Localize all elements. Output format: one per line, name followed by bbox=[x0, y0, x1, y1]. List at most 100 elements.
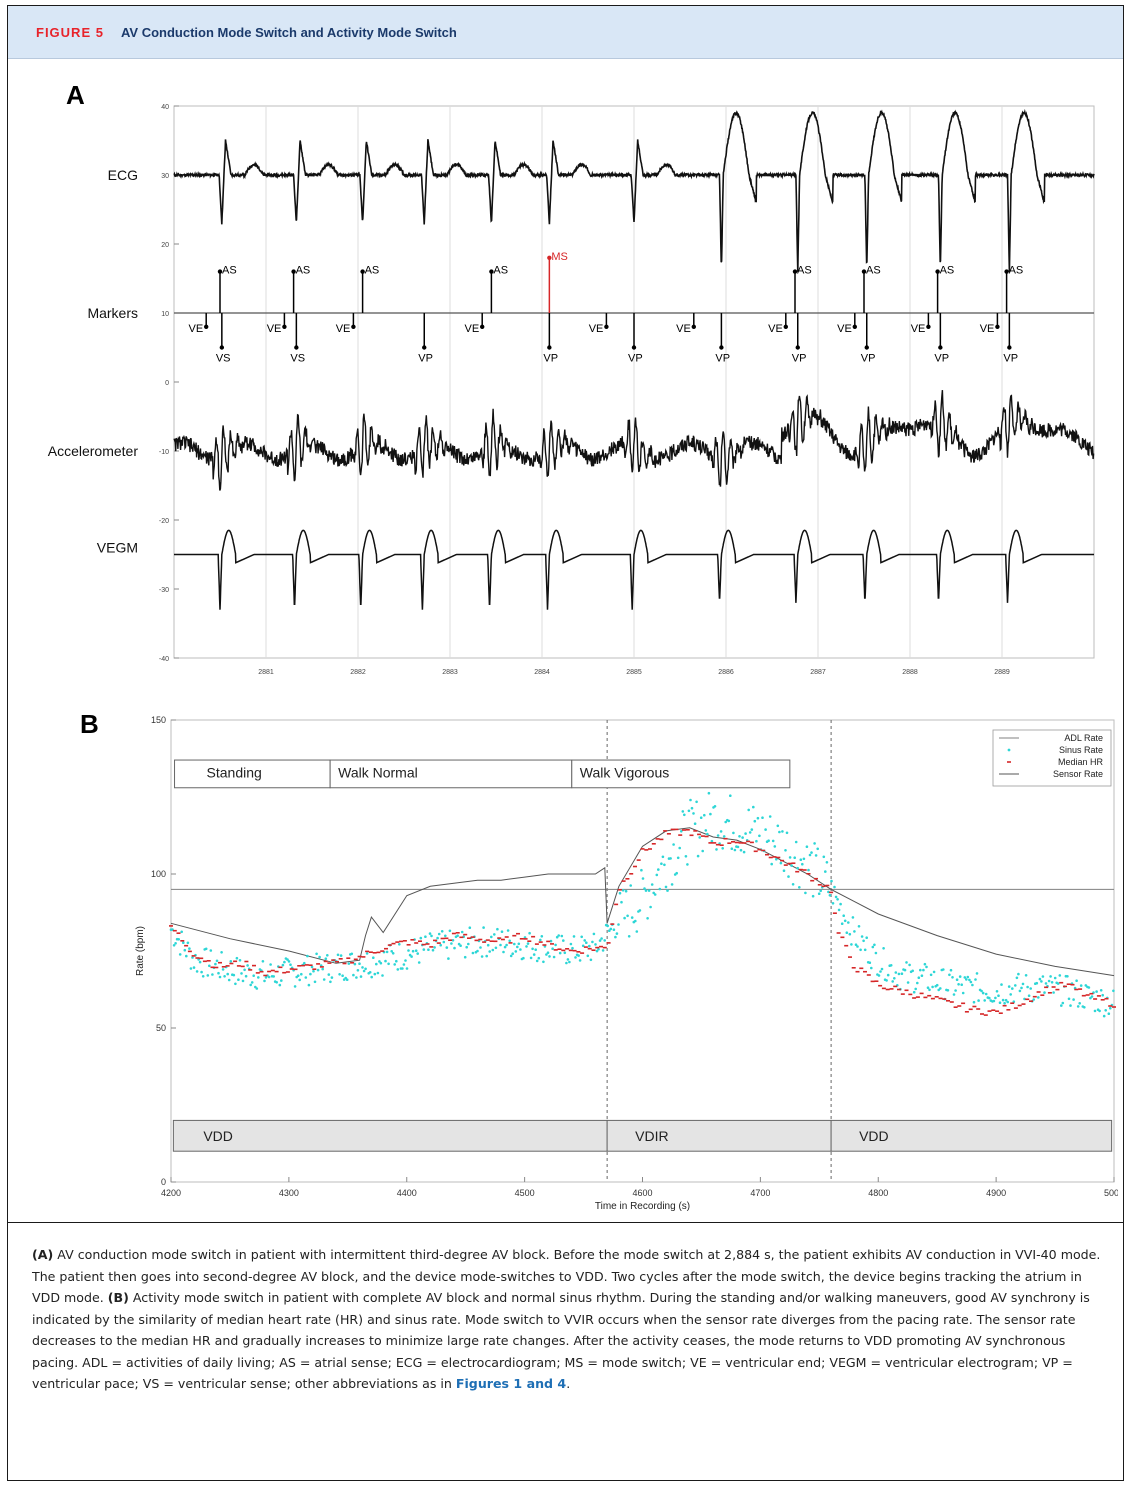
sinus-rate-point bbox=[713, 805, 717, 808]
channel-label-accelerometer: Accelerometer bbox=[48, 443, 139, 459]
sinus-rate-point bbox=[608, 929, 611, 932]
sinus-rate-point bbox=[793, 856, 796, 859]
sinus-rate-point bbox=[618, 891, 622, 895]
sinus-rate-point bbox=[623, 916, 626, 920]
sinus-rate-point bbox=[597, 947, 600, 951]
marker-label-ve: VE bbox=[911, 323, 926, 335]
sinus-rate-point bbox=[893, 977, 896, 980]
sinus-rate-point bbox=[707, 791, 711, 795]
sinus-rate-point bbox=[1044, 982, 1048, 985]
sinus-rate-point bbox=[345, 978, 349, 981]
panel-a-x-tick: 2882 bbox=[350, 669, 366, 676]
marker-label-ms: MS bbox=[551, 251, 568, 263]
sinus-rate-point bbox=[669, 857, 672, 860]
sinus-rate-point bbox=[407, 949, 410, 952]
sinus-rate-point bbox=[513, 942, 516, 946]
sinus-rate-point bbox=[949, 968, 953, 972]
sinus-rate-point bbox=[958, 975, 962, 978]
sinus-rate-point bbox=[208, 964, 211, 968]
sinus-rate-point bbox=[1014, 984, 1017, 987]
sinus-rate-point bbox=[178, 953, 182, 956]
sinus-rate-point bbox=[683, 813, 686, 817]
sinus-rate-point bbox=[480, 955, 484, 958]
figure-frame: FIGURE 5 AV Conduction Mode Switch and A… bbox=[7, 5, 1124, 1481]
sinus-rate-point bbox=[816, 847, 819, 851]
panel-a-letter: A bbox=[66, 80, 85, 110]
sinus-rate-point bbox=[172, 944, 176, 947]
sinus-rate-point bbox=[868, 961, 872, 964]
sinus-rate-point bbox=[410, 955, 413, 958]
sinus-rate-point bbox=[788, 856, 792, 859]
sinus-rate-point bbox=[433, 946, 436, 949]
sinus-rate-point bbox=[267, 975, 271, 979]
marker-dot bbox=[219, 345, 225, 350]
sinus-rate-point bbox=[827, 890, 830, 894]
sinus-rate-point bbox=[1099, 989, 1103, 992]
caption-figure-link[interactable]: Figures 1 and 4 bbox=[455, 1376, 567, 1391]
sinus-rate-point bbox=[514, 950, 518, 953]
sinus-rate-point bbox=[586, 954, 590, 958]
sinus-rate-point bbox=[465, 945, 469, 949]
sinus-rate-point bbox=[1052, 991, 1055, 994]
sinus-rate-point bbox=[954, 989, 957, 992]
panel-b-x-tick: 4800 bbox=[868, 1188, 888, 1198]
sinus-rate-point bbox=[1003, 1001, 1006, 1005]
sinus-rate-point bbox=[499, 943, 502, 947]
sinus-rate-point bbox=[853, 930, 856, 933]
marker-dot bbox=[719, 345, 724, 350]
sinus-rate-point bbox=[264, 976, 268, 979]
sinus-rate-point bbox=[419, 936, 423, 940]
sinus-rate-point bbox=[680, 830, 683, 833]
sinus-rate-point bbox=[306, 954, 309, 958]
sinus-rate-point bbox=[439, 943, 443, 947]
sinus-rate-point bbox=[546, 951, 550, 954]
sinus-rate-point bbox=[676, 856, 680, 860]
sinus-rate-point bbox=[364, 967, 367, 971]
sinus-rate-point bbox=[781, 830, 784, 833]
legend-entry: Sinus Rate bbox=[1059, 745, 1103, 755]
sinus-rate-point bbox=[981, 991, 985, 995]
sinus-rate-point bbox=[926, 986, 930, 989]
caption-end: . bbox=[566, 1376, 571, 1391]
sinus-rate-point bbox=[614, 935, 617, 939]
sinus-rate-point bbox=[911, 969, 914, 973]
sinus-rate-point bbox=[341, 974, 344, 977]
sinus-rate-point bbox=[914, 987, 917, 991]
sinus-rate-point bbox=[601, 949, 605, 952]
channel-label-ecg: ECG bbox=[108, 167, 138, 183]
sinus-rate-point bbox=[903, 968, 907, 972]
sinus-rate-point bbox=[568, 960, 571, 964]
panel-a-y-tick: 40 bbox=[161, 104, 169, 111]
sinus-rate-point bbox=[424, 935, 427, 938]
sinus-rate-point bbox=[1035, 981, 1039, 985]
sinus-rate-point bbox=[865, 936, 868, 939]
sinus-rate-point bbox=[655, 873, 659, 877]
sinus-rate-point bbox=[1102, 1014, 1106, 1018]
sinus-rate-point bbox=[243, 968, 246, 972]
sinus-rate-point bbox=[1018, 989, 1022, 993]
sinus-rate-point bbox=[807, 868, 810, 872]
sinus-rate-point bbox=[1026, 985, 1029, 989]
sinus-rate-point bbox=[620, 900, 623, 904]
panel-b-y-tick: 100 bbox=[151, 869, 166, 879]
sinus-rate-point bbox=[787, 875, 790, 878]
sinus-rate-point bbox=[350, 952, 354, 956]
sinus-rate-point bbox=[488, 950, 492, 953]
sinus-rate-point bbox=[398, 943, 401, 946]
sinus-rate-point bbox=[703, 813, 706, 817]
sinus-rate-point bbox=[318, 955, 321, 959]
sinus-rate-point bbox=[307, 983, 311, 987]
sinus-rate-point bbox=[928, 988, 931, 992]
sinus-rate-point bbox=[263, 979, 266, 983]
sinus-rate-point bbox=[894, 971, 898, 974]
sinus-rate-point bbox=[845, 931, 849, 934]
sinus-rate-point bbox=[1047, 979, 1051, 983]
panel-a-x-tick: 2888 bbox=[902, 669, 918, 676]
sinus-rate-point bbox=[695, 800, 698, 804]
marker-dot bbox=[282, 324, 287, 329]
sinus-rate-point bbox=[1023, 997, 1026, 1001]
sinus-rate-point bbox=[393, 963, 397, 966]
sinus-rate-point bbox=[897, 972, 901, 976]
sinus-rate-point bbox=[226, 972, 229, 976]
sinus-rate-point bbox=[790, 864, 793, 867]
